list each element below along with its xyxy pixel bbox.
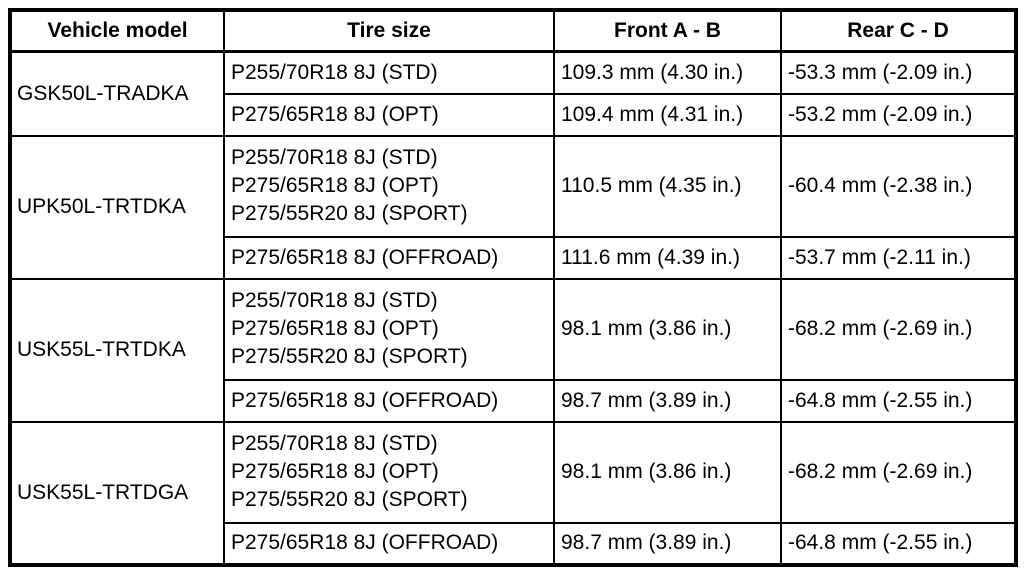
tire-size-cell: P275/65R18 8J (OFFROAD) [223,378,555,423]
tire-size-line: P275/65R18 8J (OFFROAD) [231,531,499,554]
table-row: P275/65R18 8J (OPT) 109.4 mm (4.31 in.) … [10,92,1017,137]
front-value-cell: 98.1 mm (3.86 in.) [553,420,782,524]
header-rear-c-d: Rear C - D [780,9,1017,53]
rear-value-cell: -68.2 mm (-2.69 in.) [780,277,1017,381]
tire-size-line: P275/55R20 8J (SPORT) [231,202,468,225]
tire-size-cell: P275/65R18 8J (OPT) [223,92,555,137]
tire-size-line: P275/55R20 8J (SPORT) [231,345,468,368]
header-vehicle-model: Vehicle model [9,9,225,53]
tire-size-line: P255/70R18 8J (STD) [231,289,438,312]
vehicle-model-cell: USK55L-TRTDKA [9,277,225,423]
vehicle-model-cell: USK55L-TRTDGA [9,420,225,566]
header-tire-size: Tire size [223,9,555,53]
rear-value-cell: -60.4 mm (-2.38 in.) [780,134,1017,238]
tire-size-cell: P255/70R18 8J (STD) P275/65R18 8J (OPT) … [223,277,555,381]
tire-size-line: P275/55R20 8J (SPORT) [231,488,468,511]
table-row: UPK50L-TRTDKA P255/70R18 8J (STD) P275/6… [9,134,1017,280]
front-value-cell: 98.1 mm (3.86 in.) [553,277,782,381]
front-value-cell: 109.3 mm (4.30 in.) [553,50,782,95]
rear-value-cell: -53.7 mm (-2.11 in.) [780,235,1017,280]
table-row: P275/65R18 8J (OFFROAD) 98.7 mm (3.89 in… [10,378,1017,423]
tire-size-line: P275/65R18 8J (OPT) [231,317,439,340]
tire-size-line: P275/65R18 8J (OFFROAD) [231,245,499,269]
rear-value-cell: -53.2 mm (-2.09 in.) [780,92,1017,137]
tire-size-line: P275/65R18 8J (OPT) [231,174,439,197]
front-value-cell: 98.7 mm (3.89 in.) [553,521,782,566]
table-row: USK55L-TRTDKA P255/70R18 8J (STD) P275/6… [9,277,1017,423]
tire-size-cell: P275/65R18 8J (OFFROAD) [223,521,555,566]
front-value-cell: 109.4 mm (4.31 in.) [553,92,782,137]
vehicle-model-cell: UPK50L-TRTDKA [9,134,225,280]
tire-size-line: P275/65R18 8J (OPT) [231,102,439,126]
tire-size-cell: P275/65R18 8J (OFFROAD) [223,235,555,280]
tire-size-cell: P255/70R18 8J (STD) P275/65R18 8J (OPT) … [223,420,555,524]
rear-value-cell: -64.8 mm (-2.55 in.) [780,378,1017,423]
header-row: Vehicle model Tire size Front A - B Rear… [9,9,1017,53]
rear-value-cell: -64.8 mm (-2.55 in.) [780,521,1017,566]
tire-size-cell: P255/70R18 8J (STD) [223,50,555,95]
tire-size-line: P275/65R18 8J (OFFROAD) [231,388,499,412]
header-front-a-b: Front A - B [553,9,782,53]
table-row: P275/65R18 8J (OFFROAD) 111.6 mm (4.39 i… [10,235,1017,280]
tire-size-line: P275/65R18 8J (OPT) [231,460,439,483]
tire-size-line: P255/70R18 8J (STD) [231,146,438,169]
tire-size-cell: P255/70R18 8J (STD) P275/65R18 8J (OPT) … [223,134,555,238]
front-value-cell: 111.6 mm (4.39 in.) [553,235,782,280]
table-row: USK55L-TRTDGA P255/70R18 8J (STD) P275/6… [9,420,1017,566]
table-row: P275/65R18 8J (OFFROAD) 98.7 mm (3.89 in… [10,521,1017,566]
front-value-cell: 98.7 mm (3.89 in.) [553,378,782,423]
vehicle-model-cell: GSK50L-TRADKA [9,50,225,137]
tire-size-line: P255/70R18 8J (STD) [231,432,438,455]
rear-value-cell: -53.3 mm (-2.09 in.) [780,50,1017,95]
tire-size-line: P255/70R18 8J (STD) [231,60,438,84]
table-row: GSK50L-TRADKA P255/70R18 8J (STD) 109.3 … [9,50,1017,137]
tire-size-spec-table: Vehicle model Tire size Front A - B Rear… [8,8,1018,567]
front-value-cell: 110.5 mm (4.35 in.) [553,134,782,238]
rear-value-cell: -68.2 mm (-2.69 in.) [780,420,1017,524]
